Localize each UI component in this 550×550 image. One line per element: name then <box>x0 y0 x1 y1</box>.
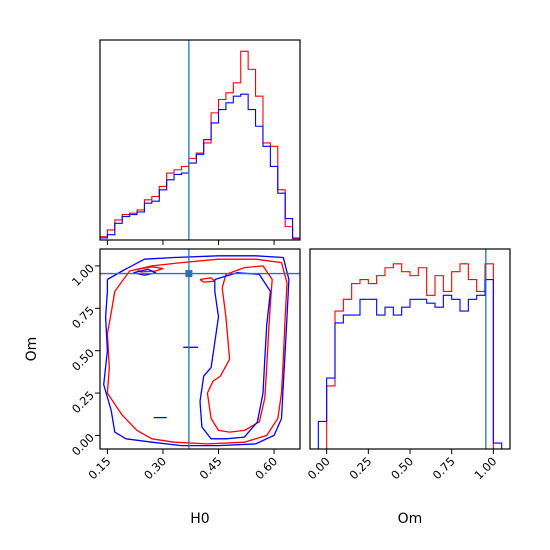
om-histogram-series-1 <box>317 279 503 449</box>
contour-frame <box>99 248 301 450</box>
h0-om-contour-panel: 0.15 0.30 0.45 0.60 0.00 0.25 0.50 0.75 1.00 <box>69 248 301 482</box>
h0-axis-label: H0 <box>190 511 209 527</box>
h0-xtick-label-1: 0.30 <box>141 454 169 482</box>
blue-contour-0 <box>103 255 290 447</box>
red-contour-3 <box>199 277 216 283</box>
om-xtick-label-2: 0.50 <box>388 454 416 482</box>
om-ytick-label-1: 0.25 <box>69 388 97 416</box>
h0-histogram-frame <box>99 39 301 241</box>
om-histogram-panel: 0.00 0.25 0.50 0.75 1.00 <box>305 248 511 482</box>
om-histogram-frame <box>309 248 511 450</box>
red-contour-0 <box>106 258 288 445</box>
om-axis-label: Om <box>398 511 423 527</box>
h0-histogram-series-1 <box>100 93 300 240</box>
om-ytick-label-2: 0.50 <box>69 346 97 374</box>
om-xtick-label-1: 0.25 <box>346 454 374 482</box>
truth-marker <box>185 270 193 278</box>
om-ytick-label-0: 0.00 <box>69 430 97 458</box>
h0-histogram-series-0 <box>100 50 300 240</box>
om-histogram-series-0 <box>326 263 494 449</box>
om-y-axis-label: Om <box>24 337 40 362</box>
om-ytick-label-3: 0.75 <box>69 303 97 331</box>
om-xtick-label-4: 1.00 <box>471 454 499 482</box>
blue-contour-2 <box>133 268 157 276</box>
h0-xtick-label-2: 0.45 <box>197 454 225 482</box>
h0-xtick-label-0: 0.15 <box>86 454 114 482</box>
om-xtick-label-3: 0.75 <box>430 454 458 482</box>
om-xtick-label-0: 0.00 <box>305 454 333 482</box>
blue-contour-1 <box>199 272 272 440</box>
h0-histogram-panel <box>99 39 301 245</box>
om-ytick-label-4: 1.00 <box>69 261 97 289</box>
h0-xtick-label-3: 0.60 <box>252 454 280 482</box>
red-contour-1 <box>206 265 273 433</box>
